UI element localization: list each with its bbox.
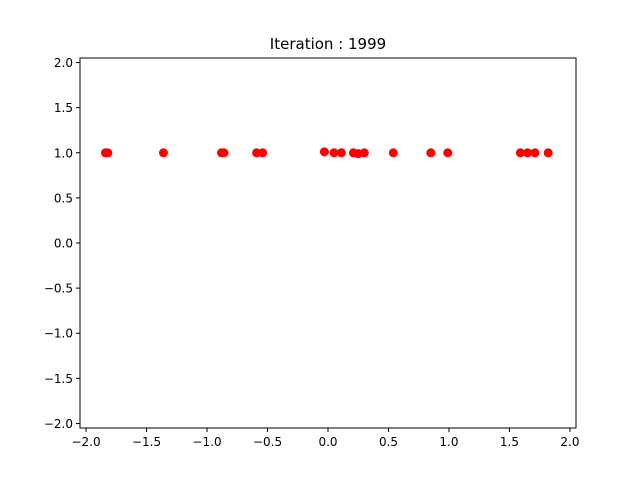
x-tick-label: 2.0 — [560, 435, 579, 449]
data-point — [530, 148, 540, 158]
data-point — [258, 148, 268, 158]
x-tick-label: 1.0 — [439, 435, 458, 449]
data-points — [100, 147, 553, 159]
data-point — [158, 148, 168, 158]
x-tick-label: 0.5 — [379, 435, 398, 449]
x-tick-label: 0.0 — [318, 435, 337, 449]
data-point — [515, 148, 525, 158]
y-tick-label: −1.0 — [44, 327, 73, 341]
data-point — [336, 148, 346, 158]
y-axis: 2.0 1.5 1.0 0.5 0.0 −0.5 −1.0 −1.5 −2.0 — [44, 56, 80, 431]
x-axis: −2.0 −1.5 −1.0 −0.5 0.0 0.5 1.0 1.5 2.0 — [71, 428, 579, 449]
data-point — [329, 148, 339, 158]
y-tick-label: −0.5 — [44, 282, 73, 296]
y-tick-label: 1.0 — [54, 146, 73, 160]
y-tick-label: 0.0 — [54, 237, 73, 251]
data-point — [359, 148, 369, 158]
x-tick-label: −1.0 — [192, 435, 221, 449]
data-point — [319, 147, 329, 157]
data-point — [443, 148, 453, 158]
x-tick-label: 1.5 — [500, 435, 519, 449]
y-tick-label: 0.5 — [54, 191, 73, 205]
x-tick-label: −1.5 — [132, 435, 161, 449]
x-tick-label: −0.5 — [253, 435, 282, 449]
y-tick-label: −1.5 — [44, 372, 73, 386]
x-tick-label: −2.0 — [71, 435, 100, 449]
data-point — [523, 148, 533, 158]
data-point — [426, 148, 436, 158]
data-point — [388, 148, 398, 158]
y-tick-label: 1.5 — [54, 101, 73, 115]
data-point — [103, 148, 113, 158]
y-tick-label: −2.0 — [44, 417, 73, 431]
chart-title: Iteration : 1999 — [270, 35, 386, 53]
data-point — [219, 148, 229, 158]
y-tick-label: 2.0 — [54, 56, 73, 70]
plot-area-frame — [79, 57, 577, 429]
data-point — [543, 148, 553, 158]
